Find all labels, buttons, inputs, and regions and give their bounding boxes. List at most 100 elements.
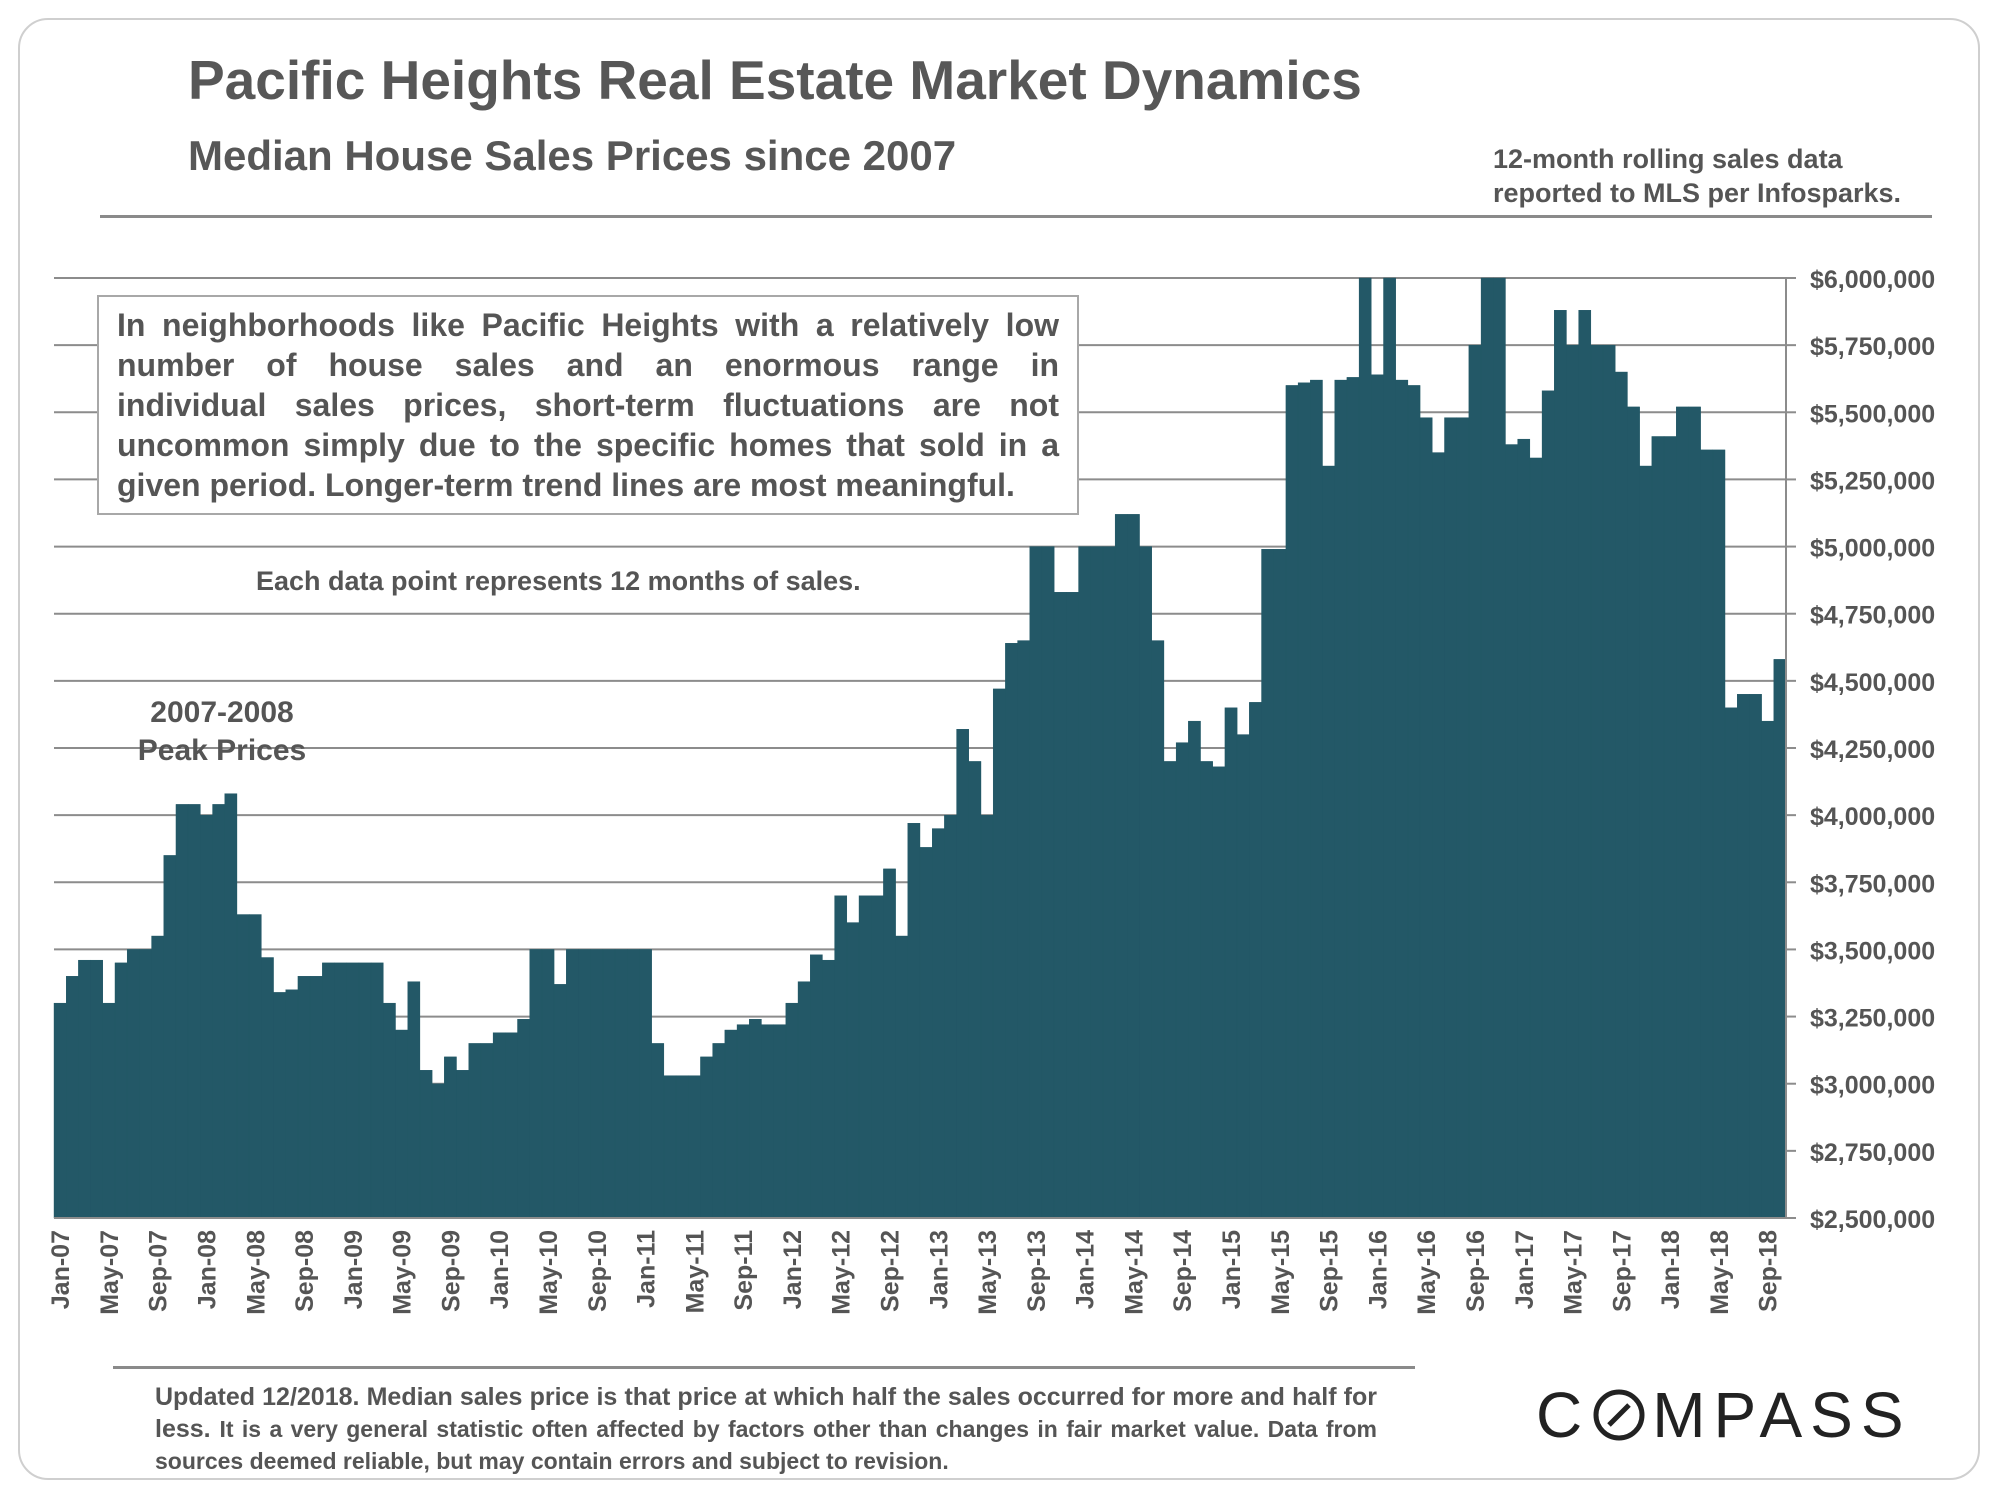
bar [1627, 406, 1640, 1219]
chart-subtitle: Median House Sales Prices since 2007 [188, 132, 957, 179]
bar [712, 1043, 726, 1219]
bar [139, 949, 152, 1219]
x-tick-label: May-10 [535, 1230, 563, 1315]
x-tick-label: May-13 [974, 1230, 1002, 1315]
bar [419, 1070, 433, 1219]
y-tick-label: $3,250,000 [1810, 1005, 1935, 1033]
bar [431, 1083, 445, 1219]
source-note: 12-month rolling sales data reported to … [1493, 142, 1901, 210]
bar [785, 1002, 799, 1219]
x-tick-label: Jan-11 [633, 1230, 661, 1308]
x-tick-label: May-09 [389, 1230, 417, 1315]
bar [1468, 344, 1482, 1219]
peak-annotation-line: Peak Prices [137, 734, 307, 767]
bar [1383, 277, 1396, 1219]
x-tick-label: Jan-13 [925, 1230, 953, 1309]
bar [541, 949, 555, 1219]
bar [761, 1024, 774, 1219]
source-note-line: 12-month rolling sales data [1493, 144, 1843, 174]
info-callout: In neighborhoods like Pacific Heights wi… [97, 295, 1079, 515]
bar [1517, 438, 1531, 1219]
x-tick-label: Jan-16 [1364, 1230, 1392, 1309]
bar [736, 1024, 750, 1219]
x-tick-label: Jan-08 [194, 1230, 222, 1309]
y-tick-label: $6,000,000 [1810, 266, 1935, 294]
bar [1066, 592, 1079, 1219]
bar [358, 962, 372, 1219]
x-tick-label: May-15 [1267, 1230, 1295, 1315]
bar [248, 914, 262, 1219]
bar [78, 959, 91, 1219]
bar [322, 962, 335, 1219]
bar [834, 895, 848, 1219]
peak-annotation-line: 2007-2008 [150, 696, 294, 729]
bar [273, 992, 286, 1219]
y-tick-label: $4,250,000 [1810, 736, 1935, 764]
bar [1017, 640, 1030, 1219]
bar [810, 954, 823, 1219]
bar [1761, 720, 1775, 1219]
bar [1590, 344, 1604, 1219]
y-tick-label: $5,000,000 [1810, 535, 1935, 563]
bar [151, 935, 164, 1219]
bar [1053, 592, 1067, 1219]
logo-text-start: C [1536, 1379, 1591, 1451]
y-tick-label: $3,000,000 [1810, 1072, 1935, 1100]
bar [236, 914, 250, 1219]
bar [1395, 379, 1409, 1219]
bar [566, 949, 579, 1219]
bar [1493, 277, 1506, 1219]
bar [822, 959, 835, 1219]
x-axis: Jan-07 May-07 Sep-07 Jan-08 May-08 Sep-08 Jan-… [47, 1217, 1786, 1315]
bar [334, 962, 347, 1219]
bar [895, 935, 909, 1219]
bar [1529, 457, 1543, 1219]
x-tick-label: May-16 [1413, 1230, 1441, 1315]
y-tick-label: $4,000,000 [1810, 803, 1935, 831]
bar [980, 814, 994, 1219]
x-tick-label: Sep-13 [1023, 1230, 1051, 1312]
bar [675, 1075, 689, 1219]
bar [492, 1032, 506, 1219]
peak-annotation: 2007-2008 Peak Prices [130, 694, 314, 770]
bar [395, 1029, 408, 1219]
bar [749, 1019, 762, 1219]
bar [1773, 659, 1787, 1219]
x-tick-label: Sep-17 [1608, 1230, 1636, 1312]
bar [1285, 385, 1299, 1219]
page-title: Pacific Heights Real Estate Market Dynam… [188, 49, 1362, 111]
logo-text-end: MPASS [1652, 1379, 1912, 1451]
bar [309, 976, 323, 1219]
x-tick-label: Jan-14 [1072, 1230, 1100, 1309]
bar [370, 962, 384, 1219]
bar [1175, 742, 1189, 1219]
bar [1444, 417, 1457, 1219]
x-tick-label: Sep-16 [1462, 1230, 1490, 1312]
bar [1456, 417, 1470, 1219]
footnote-detail: It is a very general statistic often aff… [155, 1416, 1377, 1474]
compass-logo: C MPASS [1536, 1378, 1912, 1452]
bar [1151, 640, 1165, 1219]
x-tick-label: Sep-11 [730, 1230, 758, 1311]
footnote: Updated 12/2018. Median sales price is t… [155, 1381, 1377, 1477]
bar [1432, 452, 1445, 1219]
x-tick-label: Jan-09 [340, 1230, 368, 1309]
bar [1676, 406, 1689, 1219]
bar [505, 1032, 518, 1219]
footnote-main: Updated 12/2018. Median sales price is t… [155, 1383, 1377, 1443]
y-tick-label: $5,500,000 [1810, 400, 1935, 428]
bar [1407, 385, 1421, 1219]
bar [1541, 390, 1555, 1219]
bar [480, 1043, 494, 1219]
y-tick-label: $5,750,000 [1810, 333, 1935, 361]
bar [297, 976, 311, 1219]
bar [1236, 734, 1250, 1219]
x-tick-label: Sep-09 [437, 1230, 465, 1312]
bar-series [53, 277, 1787, 1219]
bar [1127, 514, 1140, 1219]
bar [883, 868, 896, 1219]
bar [1224, 707, 1238, 1219]
bar [1639, 465, 1653, 1219]
bar [578, 949, 591, 1219]
